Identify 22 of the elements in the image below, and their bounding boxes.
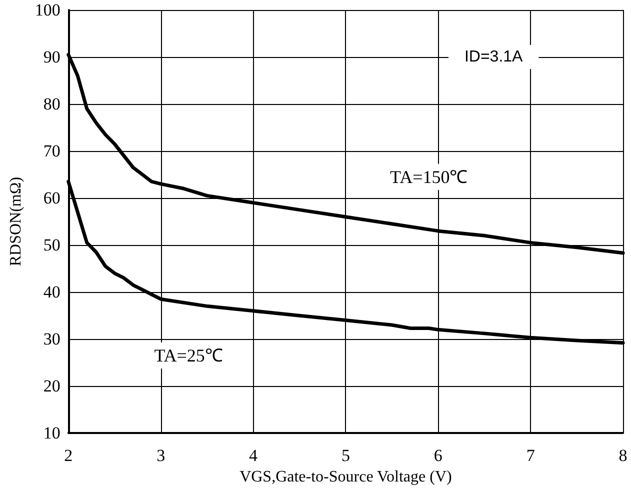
y-axis-title: RDSON(mΩ)	[8, 176, 24, 266]
y-tick-label: 40	[43, 282, 60, 302]
y-tick-label: 90	[43, 48, 60, 67]
x-tick-label: 4	[249, 446, 258, 466]
y-tick-label: 100	[34, 0, 60, 20]
x-tick-label: 7	[526, 446, 536, 466]
x-tick-label: 6	[434, 446, 442, 466]
text: TA=25℃	[154, 346, 223, 366]
x-axis-title: VGS,Gate-to-Source Voltage (V)	[240, 468, 452, 486]
y-tick-label: 10	[43, 424, 60, 443]
y-tick-label: 80	[43, 94, 60, 114]
y-tick-label: 30	[43, 330, 60, 349]
x-tick-label: 2	[64, 446, 73, 466]
y-tick-label: 60	[43, 188, 60, 208]
y-tick-label: 70	[43, 142, 60, 161]
text: TA=150℃	[390, 166, 468, 187]
y-tick-label: 50	[43, 236, 60, 255]
x-tick-label: 3	[156, 446, 166, 466]
x-tick-label: 8	[618, 446, 628, 466]
annotation: ID=3.1A	[464, 48, 524, 66]
y-tick-label: 20	[43, 376, 60, 396]
x-tick-label: 5	[341, 446, 350, 466]
